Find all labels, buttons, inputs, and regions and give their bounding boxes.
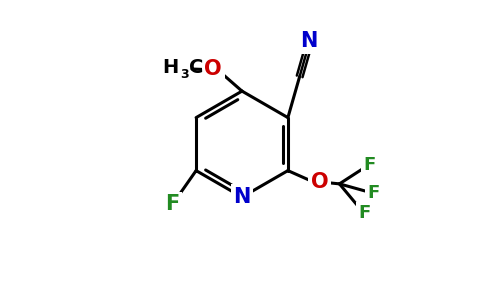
Text: N: N: [300, 31, 317, 51]
Text: F: F: [166, 194, 180, 214]
Text: F: F: [363, 156, 376, 174]
Text: O: O: [311, 172, 329, 192]
Text: C: C: [189, 58, 203, 77]
Text: H: H: [163, 58, 179, 77]
Text: N: N: [233, 187, 251, 207]
Text: 3: 3: [180, 68, 189, 81]
Text: F: F: [367, 184, 379, 202]
Text: O: O: [204, 59, 222, 79]
Text: F: F: [358, 204, 371, 222]
